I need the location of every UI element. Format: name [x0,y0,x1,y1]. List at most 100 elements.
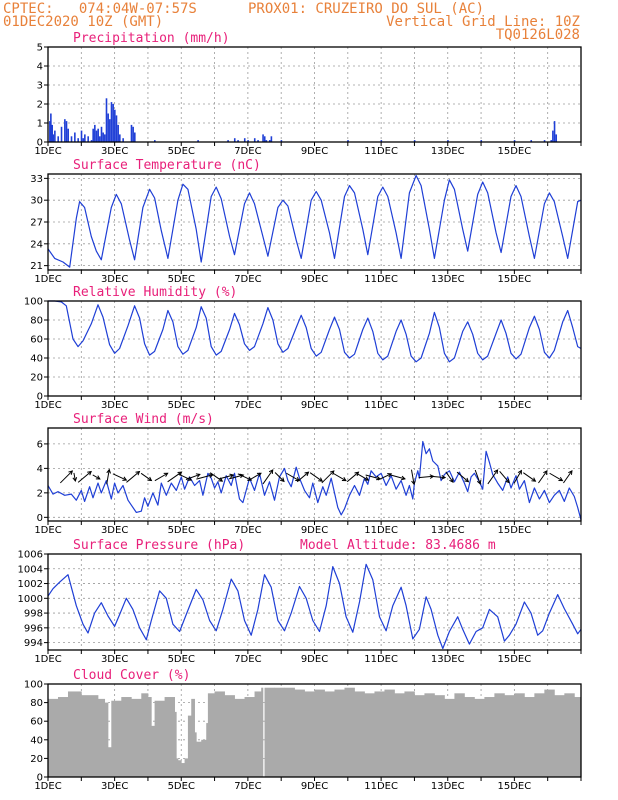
wind-vector-shaft [185,473,201,480]
cloud-bar [191,698,195,777]
wind-vector-head [441,474,447,480]
y-tick-label: 40 [30,354,43,365]
wind-vector [549,472,564,482]
x-tick-label: 9DEC [301,400,328,411]
header-station-name: PROX01: CRUZEIRO DO SUL (AC) [248,1,485,17]
y-tick-label: 996 [24,623,43,634]
wind-vector-head [68,470,74,475]
wind-vector-head [558,476,564,482]
x-tick-label: 13DEC [431,654,465,665]
x-tick-label: 3DEC [101,654,128,665]
wind-vector [499,470,510,484]
x-tick-label: 3DEC [101,525,128,536]
precip-bar [243,138,246,142]
cloud-bar [514,693,525,777]
x-tick-label: 7DEC [234,400,261,411]
wind-vector-shaft [73,472,76,482]
cloud-bar [181,763,185,777]
panel-title: Surface Wind (m/s) [73,412,214,427]
wind-vector-head [318,477,324,482]
panel-frame [47,46,582,143]
wind-vector-shaft [523,472,536,482]
x-tick-label: 9DEC [301,525,328,536]
cloud-bar [364,693,375,777]
series-line [48,300,582,363]
wind-vector-shaft [445,471,454,483]
precip-bar [132,126,134,142]
cloud-bar [151,725,155,777]
cloud-bar [354,691,365,777]
precip-bar [57,136,59,142]
wind-vector-shaft [410,469,415,485]
wind-vector-head [229,473,235,479]
y-tick-label: 0 [37,392,43,403]
wind-vector-shaft [154,472,168,482]
precip-bar [480,140,483,142]
precip-bar [95,130,98,142]
wind-vector [410,469,416,486]
cloud-bar [141,693,149,777]
wind-vector-shaft [377,473,392,481]
cloud-bar [264,687,275,777]
precip-bar [154,140,156,142]
x-tick-label: 1DEC [34,654,61,665]
wind-vector-shaft [499,470,510,483]
wind-vector-head [464,477,470,483]
cloud-bar [494,693,505,777]
precip-bar [262,134,264,142]
precip-bar [114,109,116,142]
cloud-bar [254,691,262,777]
wind-vector-head [341,476,347,482]
x-tick-label: 3DEC [101,400,128,411]
x-tick-label: 1DEC [34,274,61,285]
wind-vector-shaft [474,469,481,485]
precip-bar [97,128,99,142]
x-tick-label: 3DEC [101,274,128,285]
x-tick-label: 7DEC [234,654,261,665]
wind-vector [247,472,262,482]
wind-vector-head [268,469,274,475]
cloud-bar [434,695,445,777]
y-tick-label: 40 [30,735,43,746]
x-tick-label: 7DEC [234,274,261,285]
panel-rh: Relative Humidity (%) 0 20 40 60 80 100 1DEC 3DE… [24,285,582,411]
wind-vector-shaft [296,471,309,483]
wind-vector-shaft [332,472,347,482]
x-tick-label: 5DEC [168,525,195,536]
x-tick-label: 13DEC [431,400,465,411]
wind-vector-shaft [563,470,573,484]
y-tick-label: 20 [30,754,43,765]
cloud-bar [207,693,215,777]
precip-bar [60,126,63,142]
wind-vector-head [87,470,92,476]
cloud-bar [524,697,535,777]
wind-vector-shaft [167,471,182,483]
y-tick-label: 4 [37,62,43,73]
wind-vector-shaft [390,474,406,480]
y-tick-label: 5 [37,43,43,54]
cloud-bar [294,689,305,777]
wind-vector-shaft [321,470,335,484]
x-tick-label: 5DEC [168,400,195,411]
precip-bar [51,124,53,142]
cloud-bar [564,693,575,777]
panel-precip: Precipitation (mm/h) 0 1 2 3 4 5 1DEC 3DEC 5DEC 7D… [34,31,582,157]
precip-bar [268,140,271,142]
x-tick-label: 5DEC [168,274,195,285]
cloud-bar [187,715,192,777]
panel-frame [47,300,582,397]
wind-vector [357,473,370,481]
precip-bar [380,140,383,142]
wind-vector [185,473,201,480]
y-tick-label: 994 [24,638,43,649]
precip-bar [237,140,239,142]
series-line [47,174,582,268]
wind-vector-shaft [59,470,73,484]
precip-bar [54,130,56,142]
wind-vector-head [400,475,406,481]
x-tick-label: 7DEC [234,781,261,792]
wind-vector [513,469,522,484]
precip-bar [80,130,83,142]
cloud-bar [147,697,152,777]
x-tick-label: 15DEC [498,274,532,285]
